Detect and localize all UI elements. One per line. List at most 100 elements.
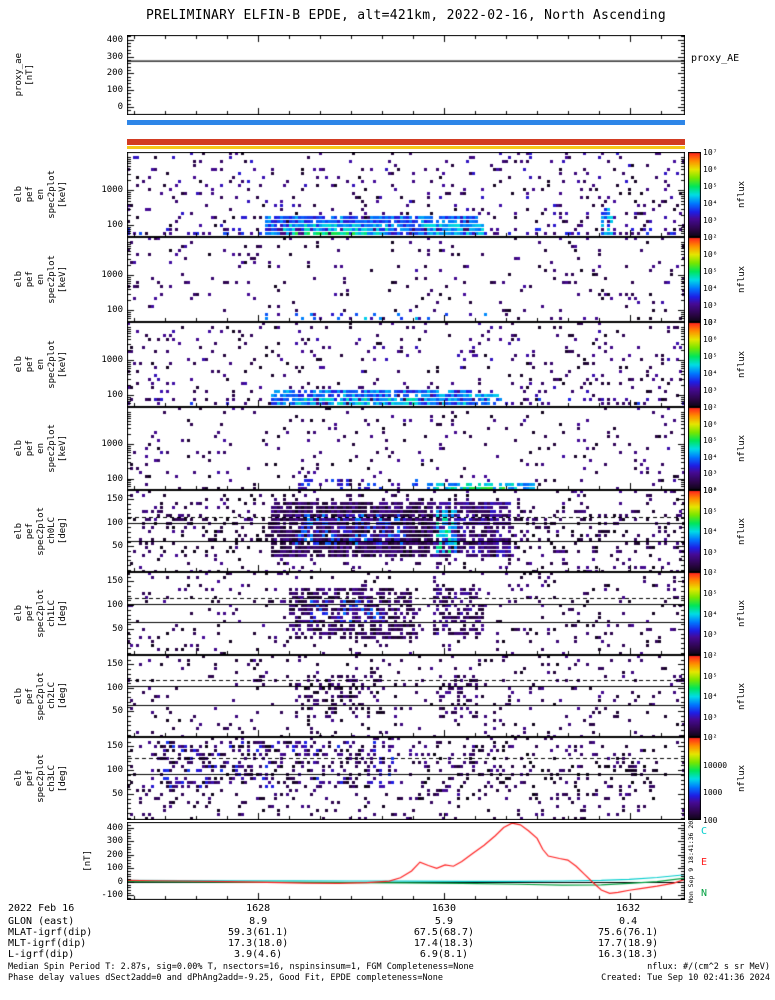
colorbar-tick-label: 10⁵ [703,182,718,191]
x-tick-label: 1628 [246,903,271,914]
panel-ch3lc [127,737,685,820]
ylabel-line: spec2plot [36,671,46,721]
y-tick-label: 50 [112,706,123,717]
panel-en2 [127,322,685,407]
colorbar-tick-label: 10⁴ [703,284,718,293]
coord-row-value: 5.9 [434,916,453,927]
spectrogram-canvas-ch1lc [127,572,685,655]
coord-row-label: MLT-igrf(dip) [8,938,87,949]
ylabel-line: elb [14,770,24,787]
coord-row-value: 16.3(18.3) [597,949,659,960]
coord-row-value: 17.7(18.9) [597,938,659,949]
y-tick-label: 200 [106,68,123,79]
y-tick-label: 300 [106,51,123,62]
vertical-created-stamp: Mon Sep 9 18:41:36 2024 [687,812,695,903]
colorbar-en1 [688,237,701,322]
colorbar-tick-label: 10⁴ [703,199,718,208]
ylabel-line: [keV] [58,434,68,463]
y-tick-label: 400 [106,34,123,45]
y-tick-label: 1000 [101,439,123,450]
panel-ylabel-proxy_ae: proxy_ae [nT] [14,35,93,115]
colorbar-tick-label: 10⁶ [703,335,718,344]
ylabel-line: pef [25,522,35,540]
y-tick-label: 100 [106,473,123,484]
coord-row-value: 75.6(76.1) [597,927,659,938]
panel-ylabel-en2: elb pef en spec2plot [keV] [14,322,93,407]
panel-ylabel-en0: elb pef en spec2plot [keV] [14,152,93,237]
colorbar-en2 [688,322,701,407]
status-bar-red [127,139,685,145]
ylabel-line: en [36,359,46,370]
y-tick-label: 100 [106,863,123,874]
y-tick-label: 100 [106,765,123,776]
colorbar-unit-label: nflux [737,517,747,545]
colorbar-tick-label: 10³ [703,216,718,225]
colorbar-tick-label: 10⁵ [703,436,718,446]
colorbar-unit-label: nflux [737,434,747,463]
line-plot-canvas-fgm [127,822,685,900]
date-label: 2022 Feb 16 [8,903,75,914]
y-tick-label: 150 [106,659,123,670]
ylabel-line: spec2plot [47,255,57,304]
y-tick-label: 50 [112,788,123,799]
panel-ylabel-en1: elb pef en spec2plot [keV] [14,237,93,322]
status-bar-blue [127,120,685,125]
ylabel-line: spec2plot [36,589,46,638]
ylabel-line: en [36,274,46,285]
colorbar-tick-label: 10² [703,651,718,660]
colorbar-tick-label: 10⁵ [703,671,718,681]
colorbar-unit-label: nflux [737,350,747,379]
colorbar-tick-label: 10² [703,486,718,495]
colorbar-en3 [688,407,701,490]
coord-row-value: 6.9(8.1) [419,949,469,960]
colorbar-tick-label: 10³ [703,386,718,395]
colorbar-tick-label: 100 [703,816,718,825]
coord-row-value: 67.5(68.7) [413,927,475,938]
ylabel-line: en [36,189,46,200]
y-tick-label: 400 [106,822,123,833]
y-tick-label: 100 [106,600,123,611]
right-label-e: E [701,857,708,869]
colorbar-tick-label: 10⁵ [703,588,718,598]
colorbar-gradient [688,152,701,237]
y-tick-label: 100 [106,517,123,528]
line-plot-canvas-proxy_ae [127,35,685,115]
colorbar-gradient [688,655,701,737]
coord-row-value: 59.3(61.1) [228,927,289,938]
ylabel-line: pef [25,271,35,288]
panel-ylabel-en3: elb pef en spec2plot [keV] [14,407,93,490]
ylabel-line: [nT] [83,850,93,872]
colorbar-tick-label: 10³ [703,301,718,310]
panel-ch0lc [127,490,685,572]
colorbar-gradient [688,490,701,572]
colorbar-tick-label: 10³ [703,630,718,640]
colorbar-tick-label: 10² [703,403,718,412]
coord-row-label: MLAT-igrf(dip) [8,927,93,938]
ylabel-line: pef [25,186,35,203]
colorbar-tick-label: 10³ [703,712,718,722]
coord-row-value: 17.4(18.3) [413,938,475,949]
colorbar-ch2lc [688,655,701,737]
colorbar-tick-label: 10³ [703,469,718,479]
panel-ylabel-fgm: [nT] [14,822,93,900]
colorbar-en0 [688,152,701,237]
ylabel-line: [nT] [25,64,35,86]
colorbar-unit-label: nflux [737,180,747,209]
ylabel-line: [deg] [58,764,68,793]
ylabel-line: pef [25,687,35,705]
y-tick-label: 150 [106,576,123,587]
panel-fgm [127,822,685,900]
y-tick-label: 50 [112,623,123,634]
ylabel-line: en [36,443,46,454]
ylabel-line: elb [14,522,24,540]
y-tick-label: 200 [106,849,123,860]
y-tick-label: 1000 [101,270,123,281]
y-tick-label: 300 [106,836,123,847]
colorbar-tick-label: 10³ [703,547,718,557]
spectrogram-canvas-ch0lc [127,490,685,572]
colorbar-unit-label: nflux [737,682,747,710]
panel-ylabel-ch1lc: elb pef spec2plot ch1LC [deg] [14,572,93,655]
ylabel-line: [keV] [58,265,68,294]
ylabel-line: elb [14,356,24,373]
colorbar-tick-label: 10⁵ [703,506,718,516]
